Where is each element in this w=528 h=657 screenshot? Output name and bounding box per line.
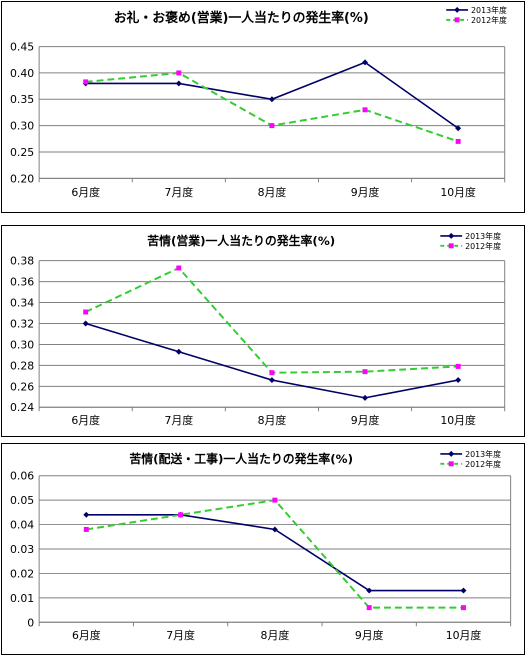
- point-2012: [83, 526, 89, 532]
- y-tick-label: 0.36: [10, 276, 34, 289]
- x-tick-label: 10月度: [440, 413, 476, 427]
- x-tick-label: 8月度: [258, 413, 287, 427]
- y-tick-label: 0.26: [10, 380, 34, 393]
- x-tick-label: 6月度: [71, 413, 100, 427]
- x-tick-label: 9月度: [351, 185, 380, 199]
- y-tick-label: 0.02: [10, 567, 34, 580]
- legend-marker-2013: [454, 6, 461, 13]
- chart-title: 苦情(配送・工事)一人当たりの発生率(%): [129, 452, 353, 466]
- y-tick-label: 0.38: [10, 255, 34, 268]
- point-2013: [175, 348, 182, 355]
- y-tick-label: 0.35: [10, 93, 34, 106]
- chart-panel-3: 苦情(配送・工事)一人当たりの発生率(%) 0 0.01 0.02 0.03 0.04 0.…: [1, 443, 525, 655]
- series-line-2013: [85, 61, 459, 129]
- x-tick-label: 7月度: [166, 628, 195, 642]
- legend-label-2012: 2012年度: [471, 15, 507, 25]
- legend-label-2012: 2012年度: [465, 459, 501, 469]
- x-tick-label: 6月度: [71, 185, 100, 199]
- legend-marker-2012: [448, 243, 454, 249]
- y-tick-label: 0.30: [10, 120, 34, 133]
- point-2012: [176, 265, 182, 271]
- y-tick-label: 0.32: [10, 317, 34, 330]
- y-tick-label: 0.03: [10, 543, 34, 556]
- y-tick-label: 0.20: [10, 172, 34, 185]
- point-2013: [362, 59, 368, 66]
- point-2013: [460, 587, 467, 594]
- x-tick-label: 7月度: [164, 413, 193, 427]
- x-tick-label: 7月度: [164, 185, 193, 199]
- point-2013: [366, 587, 373, 594]
- chart-2: 苦情(営業)一人当たりの発生率(%) 0.24 0.26 0.28 0.30 0.32 0.…: [10, 231, 506, 427]
- point-2012: [461, 605, 466, 611]
- chart-title: お礼・お褒め(営業)一人当たりの発生率(%): [114, 10, 369, 26]
- y-tick-label: 0.01: [10, 592, 34, 605]
- legend-label-2012: 2012年度: [465, 241, 501, 251]
- point-2013: [362, 394, 368, 401]
- y-tick-label: 0.05: [10, 494, 34, 507]
- point-2012: [176, 70, 182, 76]
- chart-title: 苦情(営業)一人当たりの発生率(%): [147, 234, 335, 248]
- y-tick-label: 0.25: [10, 146, 34, 159]
- x-tick-label: 6月度: [72, 628, 101, 642]
- x-tick-label: 9月度: [351, 413, 380, 427]
- point-2012: [455, 138, 461, 144]
- point-2013: [455, 377, 462, 384]
- legend-marker-2012: [454, 17, 460, 23]
- point-2012: [362, 369, 368, 375]
- legend-label-2013: 2013年度: [465, 231, 501, 241]
- x-tick-label: 10月度: [440, 185, 476, 199]
- point-2012: [178, 512, 184, 518]
- chart-3: 苦情(配送・工事)一人当たりの発生率(%) 0 0.01 0.02 0.03 0.04 0.…: [10, 449, 512, 642]
- point-2013: [268, 96, 275, 103]
- legend-label-2013: 2013年度: [471, 5, 507, 15]
- chart-panel-1: お礼・お褒め(営業)一人当たりの発生率(%) 0.20 0.25 0.30 0.35 0.…: [1, 1, 525, 213]
- x-tick-label: 10月度: [446, 628, 482, 642]
- point-2012: [362, 107, 368, 113]
- point-2012: [83, 79, 89, 85]
- series-line-2013: [86, 514, 464, 592]
- legend-marker-2013: [448, 232, 455, 239]
- legend-marker-2013: [448, 450, 455, 457]
- point-2013: [83, 511, 90, 518]
- point-2012: [83, 309, 89, 315]
- y-tick-label: 0.34: [10, 297, 34, 310]
- y-tick-label: 0.24: [10, 401, 34, 414]
- point-2012: [269, 123, 275, 129]
- point-2012: [269, 370, 275, 376]
- series-line-2012: [86, 499, 464, 609]
- chart-1: お礼・お褒め(営業)一人当たりの発生率(%) 0.20 0.25 0.30 0.35 0.…: [10, 5, 507, 199]
- y-tick-label: 0.30: [10, 338, 34, 351]
- x-tick-label: 8月度: [261, 628, 290, 642]
- y-tick-label: 0.04: [10, 519, 34, 532]
- y-tick-label: 0: [27, 616, 34, 629]
- point-2013: [175, 80, 182, 87]
- y-tick-label: 0.45: [10, 41, 34, 54]
- y-tick-label: 0.06: [10, 470, 34, 483]
- legend-marker-2012: [448, 461, 454, 467]
- point-2012: [455, 363, 461, 369]
- x-tick-label: 8月度: [258, 185, 287, 199]
- y-tick-label: 0.28: [10, 359, 34, 372]
- point-2013: [82, 320, 89, 327]
- series-line-2012: [85, 266, 459, 374]
- chart-panel-2: 苦情(営業)一人当たりの発生率(%) 0.24 0.26 0.28 0.30 0.32 0.…: [1, 225, 525, 437]
- point-2012: [272, 497, 278, 503]
- legend-label-2013: 2013年度: [465, 449, 501, 459]
- x-tick-label: 9月度: [355, 628, 384, 642]
- point-2013: [268, 377, 275, 384]
- point-2012: [366, 605, 372, 611]
- y-tick-label: 0.40: [10, 67, 34, 80]
